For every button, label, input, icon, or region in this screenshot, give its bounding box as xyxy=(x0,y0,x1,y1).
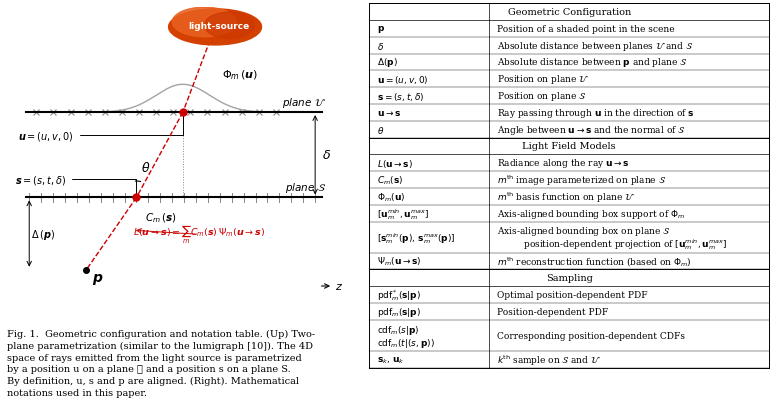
Text: $z$: $z$ xyxy=(335,281,343,291)
Text: $m^{\mathrm{th}}$ basis function on plane $\mathcal{U}$: $m^{\mathrm{th}}$ basis function on plan… xyxy=(497,190,636,204)
Text: $\boldsymbol{p}$: $\boldsymbol{p}$ xyxy=(92,272,103,287)
Text: Light Field Models: Light Field Models xyxy=(522,142,616,151)
Text: $\Delta\,(\boldsymbol{p})$: $\Delta\,(\boldsymbol{p})$ xyxy=(31,227,55,241)
Text: Position-dependent PDF: Position-dependent PDF xyxy=(497,307,608,316)
Text: Geometric Configuration: Geometric Configuration xyxy=(507,8,631,17)
Text: $\delta$: $\delta$ xyxy=(377,40,384,52)
Text: Position on plane $\mathcal{S}$: Position on plane $\mathcal{S}$ xyxy=(497,90,587,103)
Text: light-source: light-source xyxy=(188,22,249,31)
Text: $\mathbf{p}$: $\mathbf{p}$ xyxy=(377,24,385,35)
Text: $\mathbf{s} = (s, t, \delta)$: $\mathbf{s} = (s, t, \delta)$ xyxy=(377,90,425,102)
Text: Fig. 1.  Geometric configuration and notation table. (Up) Two-
plane parametriza: Fig. 1. Geometric configuration and nota… xyxy=(7,329,315,397)
Text: Position on plane $\mathcal{U}$: Position on plane $\mathcal{U}$ xyxy=(497,73,590,86)
Text: $k^{\mathrm{th}}$ sample on $\mathcal{S}$ and $\mathcal{U}$: $k^{\mathrm{th}}$ sample on $\mathcal{S}… xyxy=(497,352,601,366)
Text: Radiance along the ray $\mathbf{u} \rightarrow \mathbf{s}$: Radiance along the ray $\mathbf{u} \righ… xyxy=(497,157,630,170)
Text: Absolute distance between $\mathbf{p}$ and plane $\mathcal{S}$: Absolute distance between $\mathbf{p}$ a… xyxy=(497,56,688,69)
Text: $C_m(\mathbf{s})$: $C_m(\mathbf{s})$ xyxy=(377,174,403,187)
Text: $\Phi_m(\mathbf{u})$: $\Phi_m(\mathbf{u})$ xyxy=(377,191,406,203)
Text: $[\mathbf{s}_m^{min}(\mathbf{p}),\, \mathbf{s}_m^{max}(\mathbf{p})]$: $[\mathbf{s}_m^{min}(\mathbf{p}),\, \mat… xyxy=(377,230,455,245)
Text: $m^{\mathrm{th}}$ reconstruction function (based on $\Phi_m$): $m^{\mathrm{th}}$ reconstruction functio… xyxy=(497,255,692,268)
Text: $L(\mathbf{u} \rightarrow \mathbf{s})$: $L(\mathbf{u} \rightarrow \mathbf{s})$ xyxy=(377,157,413,169)
Text: $\mathrm{pdf}_m(\mathbf{s}|\mathbf{p})$: $\mathrm{pdf}_m(\mathbf{s}|\mathbf{p})$ xyxy=(377,305,421,318)
Text: $\delta$: $\delta$ xyxy=(322,149,331,162)
Text: plane $\mathcal{U}$: plane $\mathcal{U}$ xyxy=(282,96,326,110)
Text: $m^{\mathrm{th}}$ image parameterized on plane $\mathcal{S}$: $m^{\mathrm{th}}$ image parameterized on… xyxy=(497,173,666,187)
Ellipse shape xyxy=(172,8,236,38)
Text: Angle between $\mathbf{u} \rightarrow \mathbf{s}$ and the normal of $\mathcal{S}: Angle between $\mathbf{u} \rightarrow \m… xyxy=(497,124,686,136)
Text: $\mathrm{pdf}_m^*(\mathbf{s}|\mathbf{p})$: $\mathrm{pdf}_m^*(\mathbf{s}|\mathbf{p})… xyxy=(377,288,421,302)
Text: $[\mathbf{u}_m^{min}, \mathbf{u}_m^{max}]$: $[\mathbf{u}_m^{min}, \mathbf{u}_m^{max}… xyxy=(377,206,429,221)
Text: Position of a shaded point in the scene: Position of a shaded point in the scene xyxy=(497,25,674,34)
Ellipse shape xyxy=(169,10,262,46)
Text: $\theta$: $\theta$ xyxy=(141,160,150,174)
Text: $\Psi_m(\mathbf{u} \rightarrow \mathbf{s})$: $\Psi_m(\mathbf{u} \rightarrow \mathbf{s… xyxy=(377,255,422,267)
Text: $\boldsymbol{s} = (s, t, \delta)$: $\boldsymbol{s} = (s, t, \delta)$ xyxy=(15,173,137,195)
Ellipse shape xyxy=(204,13,254,39)
Text: Axis-aligned bounding box on plane $\mathcal{S}$: Axis-aligned bounding box on plane $\mat… xyxy=(497,225,671,238)
Text: $\Delta(\mathbf{p})$: $\Delta(\mathbf{p})$ xyxy=(377,56,398,69)
Text: Optimal position-dependent PDF: Optimal position-dependent PDF xyxy=(497,290,648,299)
Text: $\theta$: $\theta$ xyxy=(377,124,385,135)
Text: plane $\mathcal{S}$: plane $\mathcal{S}$ xyxy=(284,181,326,195)
Text: Sampling: Sampling xyxy=(545,274,593,283)
Text: $\mathrm{cdf}_m(s|\mathbf{p})$: $\mathrm{cdf}_m(s|\mathbf{p})$ xyxy=(377,323,420,336)
Text: $C_m\,(\boldsymbol{s})$: $C_m\,(\boldsymbol{s})$ xyxy=(145,210,177,224)
Text: $\mathbf{u} \rightarrow \mathbf{s}$: $\mathbf{u} \rightarrow \mathbf{s}$ xyxy=(377,108,402,117)
Text: $\mathrm{cdf}_m(t|(s, \mathbf{p}))$: $\mathrm{cdf}_m(t|(s, \mathbf{p}))$ xyxy=(377,336,435,349)
Text: $\Phi_m\,(\boldsymbol{u})$: $\Phi_m\,(\boldsymbol{u})$ xyxy=(222,68,258,82)
Text: Absolute distance between planes $\mathcal{U}$ and $\mathcal{S}$: Absolute distance between planes $\mathc… xyxy=(497,40,694,52)
Text: position-dependent projection of $[\mathbf{u}_m^{min}, \mathbf{u}_m^{max}]$: position-dependent projection of $[\math… xyxy=(509,237,727,252)
Text: $\mathbf{u} = (u, v, 0)$: $\mathbf{u} = (u, v, 0)$ xyxy=(377,74,429,85)
Text: Ray passing through $\mathbf{u}$ in the direction of $\mathbf{s}$: Ray passing through $\mathbf{u}$ in the … xyxy=(497,107,695,119)
Text: Axis-aligned bounding box support of $\Phi_m$: Axis-aligned bounding box support of $\P… xyxy=(497,207,685,220)
Text: $\mathbf{s}_k,\, \mathbf{u}_k$: $\mathbf{s}_k,\, \mathbf{u}_k$ xyxy=(377,354,405,365)
Text: $\boldsymbol{u} = (u, v, 0)$: $\boldsymbol{u} = (u, v, 0)$ xyxy=(19,116,183,142)
Text: Corresponding position-dependent CDFs: Corresponding position-dependent CDFs xyxy=(497,331,685,340)
Text: $L(\boldsymbol{u} \rightarrow \boldsymbol{s}) = \sum_m C_m(\boldsymbol{s})\,\Psi: $L(\boldsymbol{u} \rightarrow \boldsymbo… xyxy=(133,224,265,246)
